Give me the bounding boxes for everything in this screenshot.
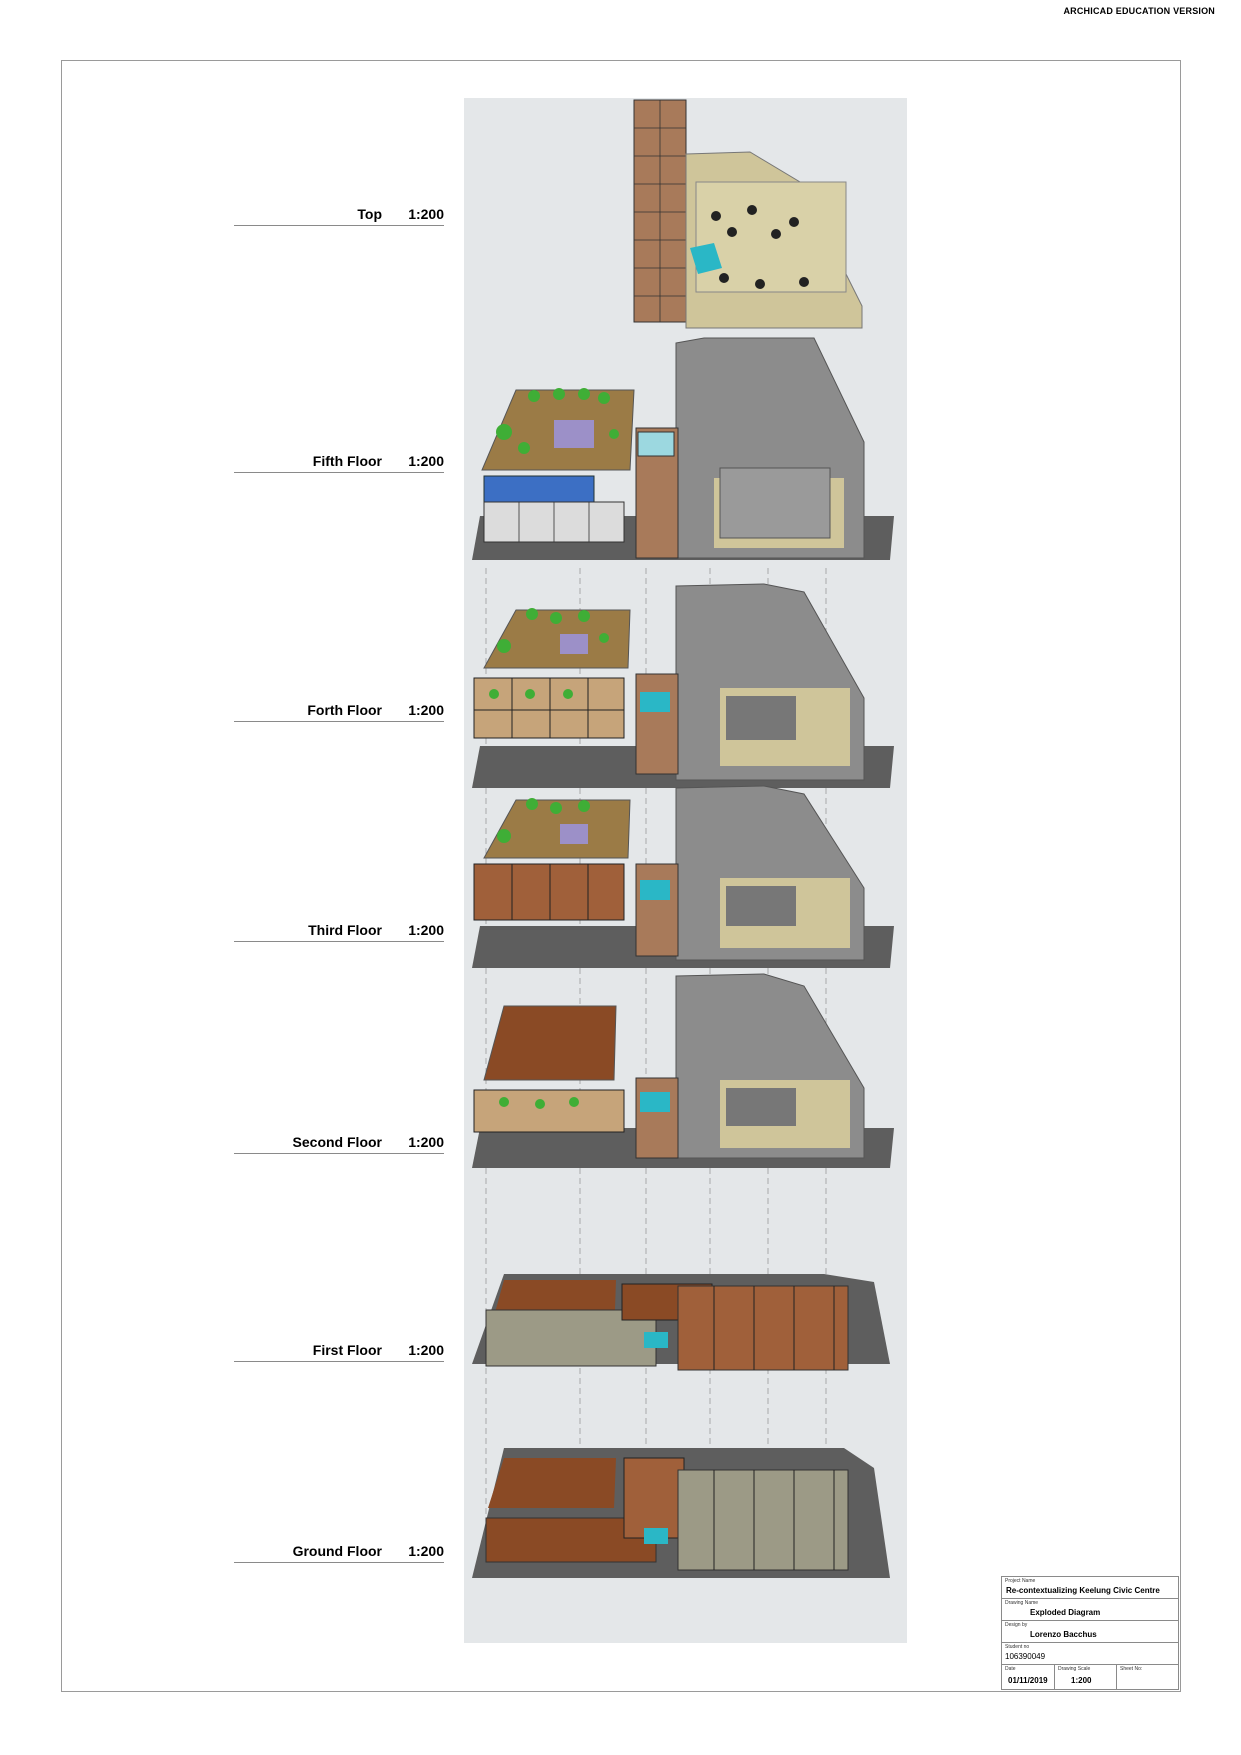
- project-name: Re-contextualizing Keelung Civic Centre: [1006, 1586, 1160, 1595]
- project-caption: Project Name: [1005, 1578, 1036, 1584]
- scale-value: 1:200: [1071, 1676, 1092, 1685]
- level-name: Second Floor: [292, 1134, 382, 1150]
- design-row: Design by Lorenzo Bacchus: [1002, 1621, 1178, 1643]
- sheet-cell: Sheet No:: [1116, 1665, 1178, 1689]
- level-scale: 1:200: [408, 206, 444, 222]
- level-scale: 1:200: [408, 1543, 444, 1559]
- top-level-model: [633, 99, 863, 329]
- sheet-caption: Sheet No:: [1120, 1666, 1143, 1672]
- ground-floor-model: [472, 1448, 890, 1578]
- level-name: Fifth Floor: [312, 453, 382, 469]
- watermark: ARCHICAD EDUCATION VERSION: [1063, 6, 1215, 16]
- student-caption: Student no: [1005, 1644, 1030, 1650]
- scale-caption: Drawing Scale: [1058, 1666, 1091, 1672]
- date-value: 01/11/2019: [1008, 1676, 1048, 1685]
- fifth-floor-model: [472, 337, 894, 560]
- project-row: Project Name Re-contextualizing Keelung …: [1002, 1577, 1178, 1599]
- level-scale: 1:200: [408, 1342, 444, 1358]
- level-name: Top: [357, 206, 382, 222]
- drawing-name: Exploded Diagram: [1030, 1608, 1101, 1617]
- level-name: Forth Floor: [307, 702, 382, 718]
- design-caption: Design by: [1005, 1622, 1028, 1628]
- date-caption: Date: [1005, 1666, 1016, 1672]
- level-label-fifth: Fifth Floor 1:200: [234, 450, 444, 473]
- level-name: First Floor: [312, 1342, 382, 1358]
- level-scale: 1:200: [408, 702, 444, 718]
- sheet-frame: [61, 60, 1181, 1692]
- level-name: Ground Floor: [292, 1543, 382, 1559]
- level-label-ground: Ground Floor 1:200: [234, 1540, 444, 1563]
- third-floor-model: [472, 785, 894, 968]
- forth-floor-model: [472, 583, 894, 788]
- level-scale: 1:200: [408, 1134, 444, 1150]
- level-label-top: Top 1:200: [234, 203, 444, 226]
- student-row: Student no 106390049: [1002, 1643, 1178, 1665]
- level-label-third: Third Floor 1:200: [234, 919, 444, 942]
- level-scale: 1:200: [408, 922, 444, 938]
- student-number: 106390049: [1005, 1652, 1046, 1661]
- first-floor-model: [472, 1274, 890, 1371]
- level-label-second: Second Floor 1:200: [234, 1131, 444, 1154]
- second-floor-model: [472, 973, 894, 1168]
- drawing-row: Drawing Name Exploded Diagram: [1002, 1599, 1178, 1621]
- title-block: Project Name Re-contextualizing Keelung …: [1001, 1576, 1179, 1690]
- scale-cell: Drawing Scale 1:200: [1054, 1665, 1116, 1689]
- level-label-forth: Forth Floor 1:200: [234, 699, 444, 722]
- exploded-axonometric-diagram: [464, 98, 907, 1643]
- drawing-caption: Drawing Name: [1005, 1600, 1039, 1606]
- level-name: Third Floor: [308, 922, 382, 938]
- level-label-first: First Floor 1:200: [234, 1339, 444, 1362]
- designer-name: Lorenzo Bacchus: [1030, 1630, 1097, 1639]
- date-row: Date 01/11/2019 Drawing Scale 1:200 Shee…: [1002, 1665, 1178, 1689]
- level-scale: 1:200: [408, 453, 444, 469]
